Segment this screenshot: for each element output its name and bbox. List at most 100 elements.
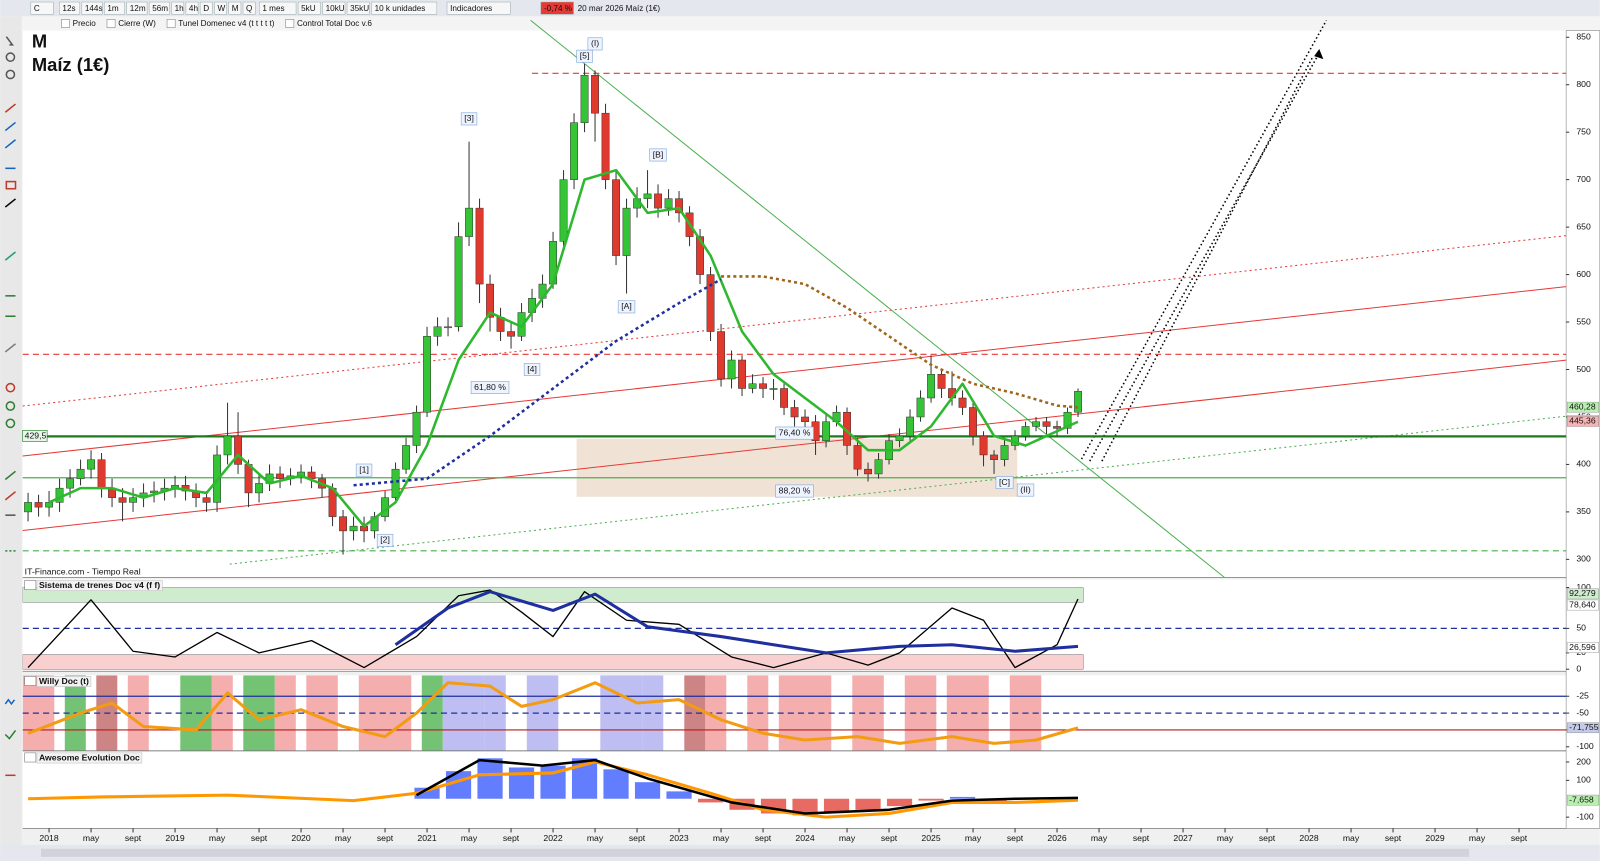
wave-label-box [617,300,636,314]
toolbar-label[interactable]: 35kU [350,4,369,13]
candle-body [675,198,683,214]
indicator-line [48,168,1079,528]
candle-body [1053,426,1061,429]
y-tick-label: 650 [1576,221,1591,231]
last-value-box [1566,794,1599,806]
toolbar-label[interactable]: Indicadores [450,4,492,13]
candle-body [643,193,652,199]
candle-body [370,516,379,532]
legend-checkbox[interactable] [106,19,116,28]
legend-label[interactable]: Cierre (W) [118,19,156,28]
toolbar-label[interactable]: C [34,4,40,13]
candle-body [864,468,872,475]
candle-body [76,468,85,479]
level-label-box [22,430,48,442]
toolbar-button[interactable] [242,1,256,15]
toolbar-label[interactable]: 4h [189,4,198,13]
candle-body [591,74,599,114]
y-tick-label: 50 [1576,623,1586,633]
candle-body [580,74,589,123]
toolbar-button[interactable] [540,1,574,15]
panel-title-box[interactable] [24,752,37,763]
toolbar-button[interactable] [214,1,227,15]
toolbar-label[interactable]: D [203,4,209,13]
zone [22,587,1084,603]
histogram-bar [414,787,440,799]
toolbar-label[interactable]: 5kU [301,4,316,13]
toolbar-label[interactable]: M [232,4,239,13]
channel-line [22,286,1567,457]
toolbar-label[interactable]: -0,74 % [544,4,572,13]
toolbar-label[interactable]: 1h [175,4,184,13]
toolbar-button[interactable] [371,1,438,15]
legend-checkbox[interactable] [61,19,70,28]
last-value-box [1566,588,1599,600]
toolbar-button[interactable] [259,1,297,15]
legend-label[interactable]: Precio [73,19,97,28]
toolbar-button[interactable] [30,1,54,15]
toolbar-button[interactable] [126,1,148,15]
toolbar-button[interactable] [59,1,81,15]
toolbar-label[interactable]: 12s [62,4,75,13]
last-value-label: 26,596 [1569,642,1596,652]
x-tick-label: may [839,833,856,843]
panel-title-box[interactable] [24,676,37,686]
trend-line [530,20,1225,578]
toolbar-button[interactable] [104,1,125,15]
last-value-box [1566,722,1599,734]
toolbar-button[interactable] [322,1,346,15]
toolbar-button[interactable] [171,1,185,15]
candle-body [465,207,473,237]
legend-bar [0,16,1600,31]
toolbar-label[interactable]: 10kU [326,4,345,13]
toolbar-label[interactable]: 56m [152,4,168,13]
x-tick-label: 2018 [39,833,58,843]
wave-label-box [355,463,373,477]
histogram-bar [855,798,881,810]
toolbar-label[interactable]: 1m [107,4,119,13]
channel-line [22,359,1567,531]
candle-body [1000,445,1009,460]
histogram-bar [792,798,818,816]
wave-label: [1] [359,464,369,474]
toolbar-label[interactable]: 1 mes [262,4,284,13]
panel-title-box[interactable] [24,580,37,590]
x-tick-label: may [335,833,352,843]
wave-label-box [460,112,478,126]
candle-body [202,497,211,503]
legend-label[interactable]: Control Total Doc v.6 [297,19,372,28]
toolbar-button[interactable] [81,1,103,15]
toolbar-label[interactable]: Q [246,4,252,13]
last-value-label: 92,279 [1569,588,1596,598]
panel-title-bg [36,752,143,764]
candle-body [24,502,32,513]
toolbar-label[interactable]: 144s [85,4,103,13]
legend-checkbox[interactable] [166,19,176,28]
toolbar-button[interactable] [297,1,321,15]
toolbar-button[interactable] [185,1,199,15]
y-tick-label: -100 [1576,741,1594,751]
toolbar-label[interactable]: 12m [130,4,146,13]
last-value-label: 460,28 [1569,402,1596,412]
toolbar-button[interactable] [446,1,511,15]
toolbar-button[interactable] [199,1,213,15]
candle-body [601,112,610,180]
arrow-head [1314,48,1324,60]
toolbar-label[interactable]: 10 k unidades [375,4,426,13]
signal-band [526,675,559,751]
toolbar-button[interactable] [148,1,170,15]
tool-icons[interactable] [4,36,17,777]
legend-checkbox[interactable] [285,19,295,28]
scroll-thumb[interactable] [41,848,1470,857]
candle-body [717,331,725,380]
wave-label-box [470,381,510,394]
toolbar-button[interactable] [346,1,370,15]
toolbar-label[interactable]: W [217,4,225,13]
candle-body [1021,426,1030,437]
indicator-line [27,589,1079,669]
x-tick-label: may [1091,833,1108,843]
indicator-line [721,275,1079,409]
histogram-bar [918,798,944,801]
legend-label[interactable]: Tunel Domenec v4 (t t t t t) [178,19,275,28]
toolbar-button[interactable] [228,1,242,15]
